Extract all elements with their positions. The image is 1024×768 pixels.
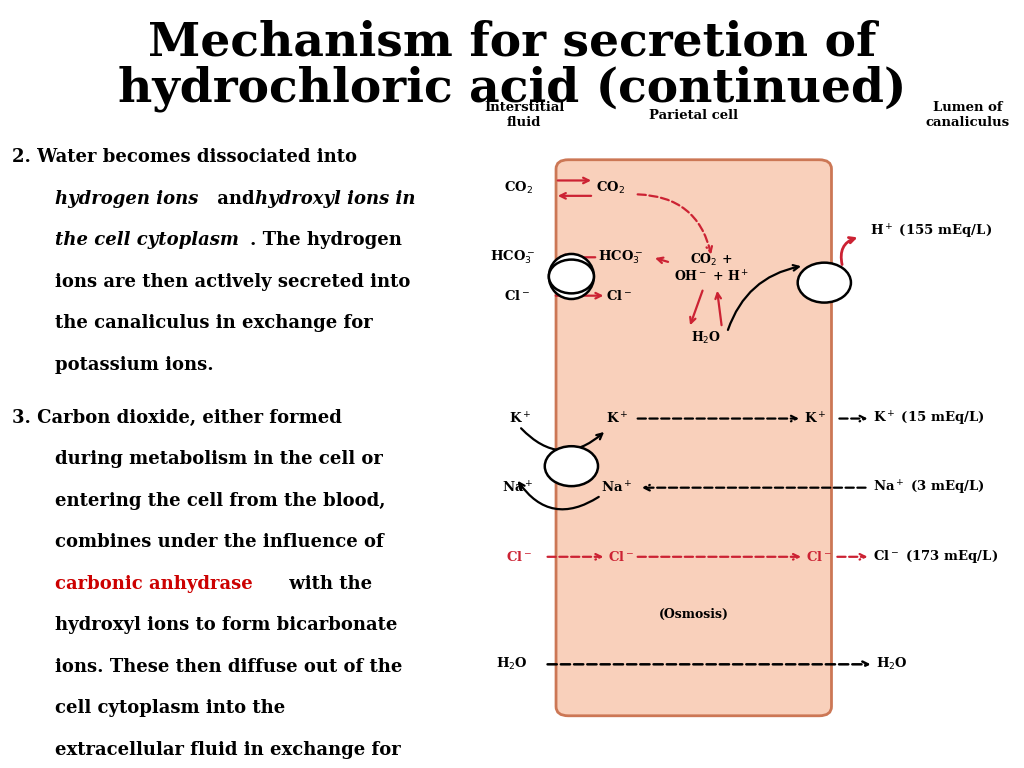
Text: H$_2$O: H$_2$O: [691, 330, 722, 346]
Text: cell cytoplasm into the: cell cytoplasm into the: [55, 699, 286, 717]
Text: H$_2$O: H$_2$O: [876, 657, 907, 672]
Text: Na$^+$: Na$^+$: [502, 480, 534, 495]
Text: (Osmosis): (Osmosis): [658, 608, 729, 621]
Text: 3. Carbon dioxide, either formed: 3. Carbon dioxide, either formed: [12, 409, 342, 427]
Text: Cl$^-$ (173 mEq/L): Cl$^-$ (173 mEq/L): [873, 548, 998, 565]
Text: H$_2$O: H$_2$O: [496, 657, 527, 672]
Text: ions. These then diffuse out of the: ions. These then diffuse out of the: [55, 657, 402, 676]
Text: Cl$^-$: Cl$^-$: [606, 289, 633, 303]
Text: Lumen of
canaliculus: Lumen of canaliculus: [926, 101, 1010, 129]
Text: entering the cell from the blood,: entering the cell from the blood,: [55, 492, 386, 510]
Text: during metabolism in the cell or: during metabolism in the cell or: [55, 450, 383, 468]
Text: hydrogen ions: hydrogen ions: [55, 190, 199, 208]
Text: H$^+$ (155 mEq/L): H$^+$ (155 mEq/L): [870, 223, 992, 241]
Text: Cl$^-$: Cl$^-$: [608, 550, 635, 564]
Text: hydrochloric acid (continued): hydrochloric acid (continued): [118, 65, 906, 111]
FancyBboxPatch shape: [556, 160, 831, 716]
Text: OH$^-$ + H$^+$: OH$^-$ + H$^+$: [674, 269, 750, 284]
Text: HCO$_3^-$: HCO$_3^-$: [490, 249, 536, 266]
Text: Mechanism for secretion of: Mechanism for secretion of: [147, 19, 877, 65]
Text: K$^+$ (15 mEq/L): K$^+$ (15 mEq/L): [873, 409, 985, 428]
Circle shape: [545, 446, 598, 486]
Text: the canaliculus in exchange for: the canaliculus in exchange for: [55, 314, 373, 333]
Ellipse shape: [549, 254, 594, 299]
Text: hydroxyl ions in: hydroxyl ions in: [255, 190, 416, 208]
Text: Na$^+$ (3 mEq/L): Na$^+$ (3 mEq/L): [873, 478, 985, 497]
Circle shape: [798, 263, 851, 303]
Text: ATP: ATP: [560, 462, 583, 471]
Text: the cell cytoplasm: the cell cytoplasm: [55, 231, 240, 250]
Text: K$^+$: K$^+$: [509, 411, 531, 426]
Text: 2. Water becomes dissociated into: 2. Water becomes dissociated into: [12, 148, 357, 167]
Text: hydroxyl ions to form bicarbonate: hydroxyl ions to form bicarbonate: [55, 616, 397, 634]
Text: CO$_2$ +: CO$_2$ +: [690, 252, 733, 267]
Text: extracellular fluid in exchange for: extracellular fluid in exchange for: [55, 740, 401, 759]
Text: Parietal cell: Parietal cell: [649, 109, 738, 121]
Text: K$^+$: K$^+$: [606, 411, 629, 426]
Circle shape: [549, 260, 594, 293]
Text: combines under the influence of: combines under the influence of: [55, 533, 384, 551]
Text: ATP: ATP: [813, 278, 836, 287]
Text: K$^+$: K$^+$: [804, 411, 826, 426]
Text: Na$^+$: Na$^+$: [601, 480, 633, 495]
Text: carbonic anhydrase: carbonic anhydrase: [55, 574, 253, 593]
Text: CO$_2$: CO$_2$: [504, 180, 532, 196]
Text: Cl$^-$: Cl$^-$: [506, 550, 532, 564]
Text: Cl$^-$: Cl$^-$: [504, 289, 530, 303]
Text: and: and: [211, 190, 261, 208]
Text: with the: with the: [283, 574, 372, 593]
Text: . The hydrogen: . The hydrogen: [250, 231, 401, 250]
Text: HCO$_3^-$: HCO$_3^-$: [598, 249, 643, 266]
Text: ions are then actively secreted into: ions are then actively secreted into: [55, 273, 411, 291]
Text: Cl$^-$: Cl$^-$: [806, 550, 833, 564]
Text: CO$_2$: CO$_2$: [596, 180, 625, 196]
Text: Interstitial
fluid: Interstitial fluid: [484, 101, 564, 129]
Text: potassium ions.: potassium ions.: [55, 356, 214, 374]
